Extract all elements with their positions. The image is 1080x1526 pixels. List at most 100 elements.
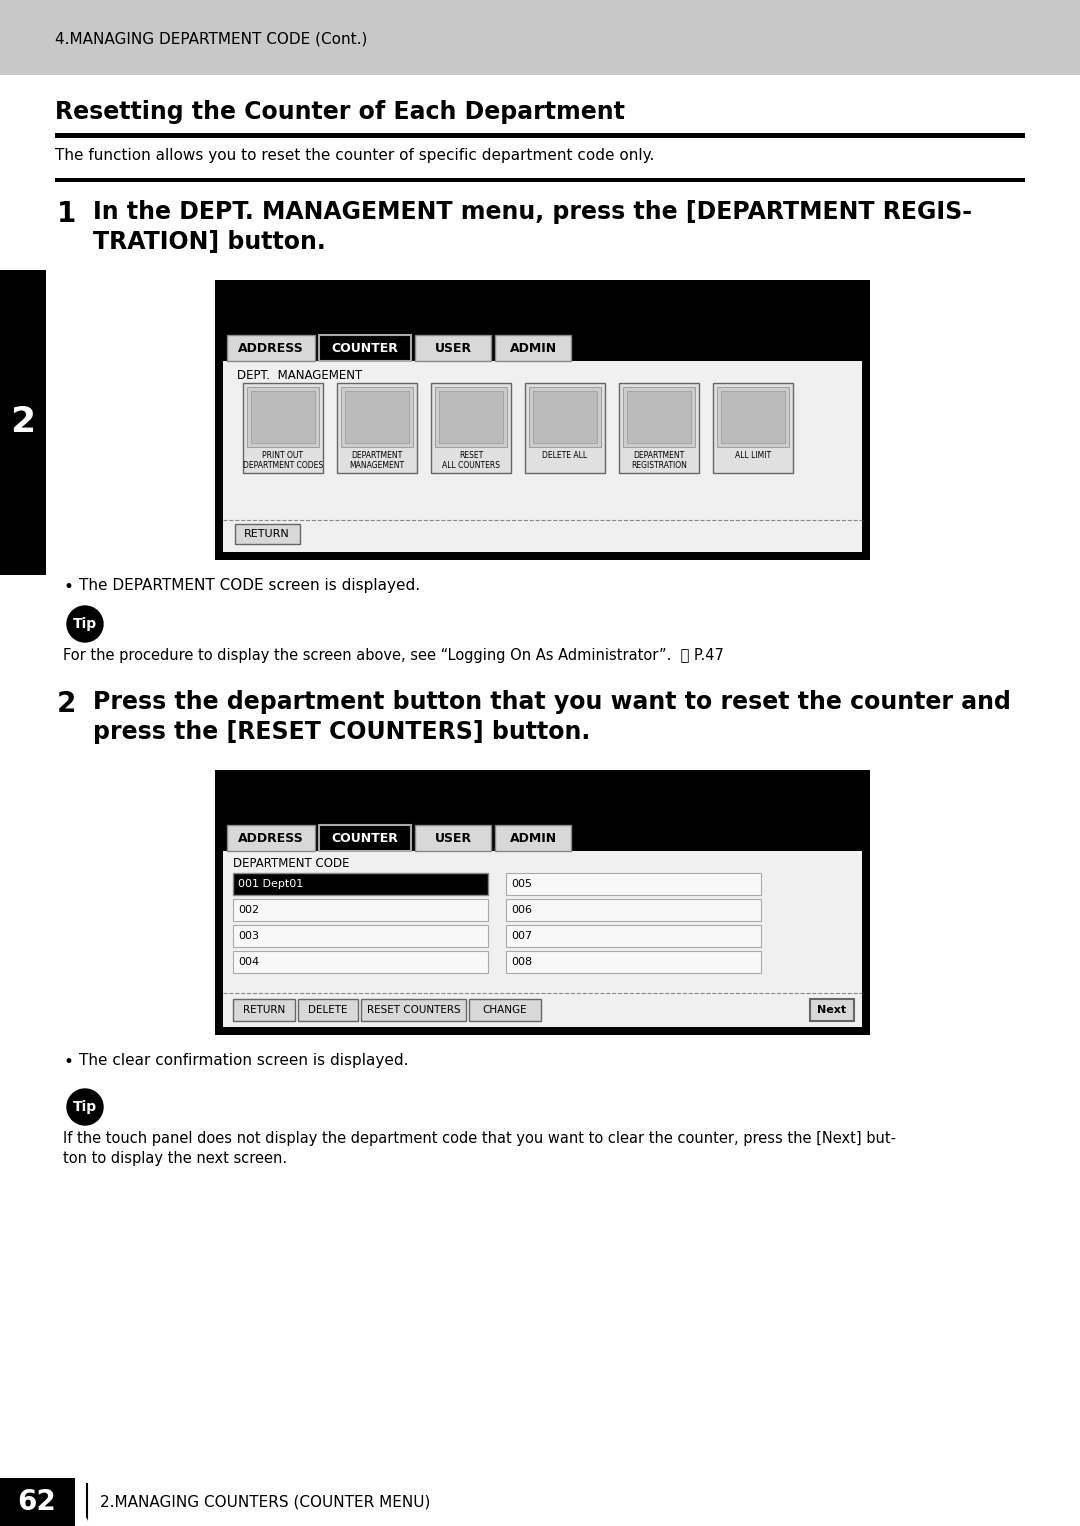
Text: •: • — [63, 578, 72, 597]
Text: If the touch panel does not display the department code that you want to clear t: If the touch panel does not display the … — [63, 1131, 896, 1146]
Text: RESET COUNTERS: RESET COUNTERS — [367, 1006, 460, 1015]
Text: 2: 2 — [11, 406, 36, 439]
Text: RETURN: RETURN — [243, 1006, 285, 1015]
Text: ALL COUNTERS: ALL COUNTERS — [442, 461, 500, 470]
Bar — [415, 336, 491, 362]
Text: press the [RESET COUNTERS] button.: press the [RESET COUNTERS] button. — [93, 720, 591, 745]
Bar — [233, 1000, 295, 1021]
Text: 008: 008 — [511, 957, 532, 967]
Text: DEPARTMENT: DEPARTMENT — [351, 452, 403, 459]
Text: USER: USER — [434, 832, 472, 844]
Text: ADMIN: ADMIN — [510, 832, 556, 844]
Bar — [534, 391, 597, 443]
Text: ADMIN: ADMIN — [510, 342, 556, 354]
Bar — [619, 383, 699, 473]
Text: RETURN: RETURN — [244, 530, 289, 539]
Bar — [0, 270, 46, 575]
Text: 2: 2 — [57, 690, 77, 719]
Bar — [345, 391, 409, 443]
Bar — [233, 899, 488, 922]
Bar — [623, 388, 696, 447]
Text: CHANGE: CHANGE — [483, 1006, 527, 1015]
Bar — [243, 383, 323, 473]
Bar — [507, 951, 761, 974]
Text: 4.MANAGING DEPARTMENT CODE (Cont.): 4.MANAGING DEPARTMENT CODE (Cont.) — [55, 31, 367, 46]
Text: USER: USER — [434, 342, 472, 354]
Bar — [319, 336, 411, 362]
Bar — [341, 388, 413, 447]
Circle shape — [67, 606, 103, 642]
Bar — [525, 383, 605, 473]
Text: DEPARTMENT: DEPARTMENT — [633, 452, 685, 459]
Bar — [55, 179, 1025, 182]
Bar — [227, 336, 315, 362]
Bar — [222, 362, 862, 552]
Bar — [361, 1000, 465, 1021]
Bar — [529, 388, 600, 447]
Bar — [717, 388, 789, 447]
Bar — [435, 388, 507, 447]
Text: 001 Dept01: 001 Dept01 — [238, 879, 303, 890]
Text: 62: 62 — [17, 1488, 56, 1515]
Bar — [55, 133, 1025, 137]
Text: 2.MANAGING COUNTERS (COUNTER MENU): 2.MANAGING COUNTERS (COUNTER MENU) — [100, 1494, 430, 1509]
Text: For the procedure to display the screen above, see “Logging On As Administrator”: For the procedure to display the screen … — [63, 649, 724, 662]
Text: In the DEPT. MANAGEMENT menu, press the [DEPARTMENT REGIS-: In the DEPT. MANAGEMENT menu, press the … — [93, 200, 972, 224]
Text: DEPARTMENT CODES: DEPARTMENT CODES — [243, 461, 323, 470]
Text: Press the department button that you want to reset the counter and: Press the department button that you wan… — [93, 690, 1011, 714]
Text: 003: 003 — [238, 931, 259, 942]
Text: 007: 007 — [511, 931, 532, 942]
Bar — [495, 336, 571, 362]
Bar — [713, 383, 793, 473]
Circle shape — [67, 1090, 103, 1125]
Text: The DEPARTMENT CODE screen is displayed.: The DEPARTMENT CODE screen is displayed. — [79, 578, 420, 594]
Bar — [0, 1479, 1080, 1526]
Bar — [431, 383, 511, 473]
Text: PRINT OUT: PRINT OUT — [262, 452, 303, 459]
Text: RESET: RESET — [459, 452, 483, 459]
Bar — [507, 899, 761, 922]
Bar — [251, 391, 315, 443]
Bar — [227, 826, 315, 852]
Bar — [222, 852, 862, 1027]
Bar — [215, 771, 870, 1035]
Bar — [469, 1000, 541, 1021]
Bar — [495, 826, 571, 852]
Bar — [507, 873, 761, 896]
Text: COUNTER: COUNTER — [332, 832, 399, 844]
Bar — [0, 0, 1080, 75]
Text: 1: 1 — [57, 200, 77, 227]
Text: TRATION] button.: TRATION] button. — [93, 230, 326, 253]
Text: ALL LIMIT: ALL LIMIT — [734, 452, 771, 459]
Text: ADDRESS: ADDRESS — [238, 342, 303, 354]
Bar — [438, 391, 503, 443]
Text: DELETE: DELETE — [308, 1006, 348, 1015]
Bar — [415, 826, 491, 852]
Text: ADDRESS: ADDRESS — [238, 832, 303, 844]
Bar — [627, 391, 691, 443]
Text: 005: 005 — [511, 879, 532, 890]
Text: DELETE ALL: DELETE ALL — [542, 452, 588, 459]
Text: COUNTER: COUNTER — [332, 342, 399, 354]
Bar — [507, 925, 761, 948]
Text: •: • — [63, 1053, 72, 1071]
Bar — [810, 1000, 854, 1021]
Bar — [233, 951, 488, 974]
Bar — [319, 826, 411, 852]
Text: ton to display the next screen.: ton to display the next screen. — [63, 1151, 287, 1166]
Bar — [721, 391, 785, 443]
Bar — [247, 388, 319, 447]
Text: 002: 002 — [238, 905, 259, 916]
Bar — [233, 925, 488, 948]
Text: Next: Next — [818, 1006, 847, 1015]
Text: DEPT.  MANAGEMENT: DEPT. MANAGEMENT — [237, 369, 362, 382]
Text: DEPARTMENT CODE: DEPARTMENT CODE — [233, 858, 350, 870]
Bar — [233, 873, 488, 896]
Bar — [298, 1000, 357, 1021]
Wedge shape — [75, 1512, 89, 1526]
Bar — [215, 279, 870, 560]
Text: The clear confirmation screen is displayed.: The clear confirmation screen is display… — [79, 1053, 408, 1068]
Text: Resetting the Counter of Each Department: Resetting the Counter of Each Department — [55, 101, 625, 124]
Text: Tip: Tip — [73, 1100, 97, 1114]
Text: MANAGEMENT: MANAGEMENT — [350, 461, 405, 470]
